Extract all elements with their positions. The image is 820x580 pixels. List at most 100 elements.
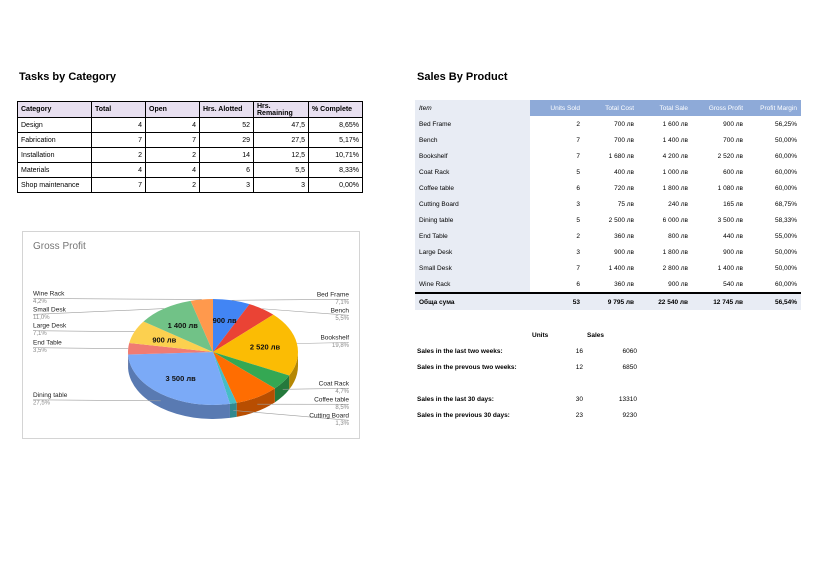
leader-line: [282, 387, 350, 390]
cell: 4: [145, 162, 200, 178]
pie-slice: [128, 352, 230, 405]
cell: 60,00%: [774, 152, 797, 160]
table-row: Design 4 4 52 47,5 8,65%: [17, 117, 363, 133]
slice-percent-label: 4,7%: [335, 389, 349, 395]
pie-slice-side: [229, 402, 237, 418]
pie-chart-svg: 900 лв 2 520 лв 3 500 лв 900 лв 1 400 лв Bed …: [32, 290, 350, 427]
slice-percent-label: 7,1%: [33, 331, 47, 337]
slice-percent-label: 27,5%: [33, 400, 51, 406]
sales-header-row: Item Units Sold Total Cost Total Sale Gr…: [415, 100, 801, 116]
cell: Design: [17, 117, 92, 133]
summary-sales: 6850: [622, 364, 637, 371]
cell: 2: [145, 177, 200, 193]
cell: 2: [576, 232, 580, 240]
summary-units: 30: [575, 396, 583, 403]
table-row: Cutting Board 3 75 лв 240 лв 165 лв 68,75%: [415, 196, 801, 212]
cell: 4: [145, 117, 200, 133]
tasks-col-hrs-remaining: Hrs. Remaining: [253, 101, 309, 118]
cell: 900 лв: [668, 280, 688, 288]
cell: 75 лв: [617, 200, 634, 208]
cell: 1 080 лв: [717, 184, 743, 192]
chart-title: Gross Profit: [33, 241, 86, 252]
tasks-table: Category Total Open Hrs. Alotted Hrs. Re…: [17, 101, 363, 193]
cell: Coat Rack: [415, 164, 530, 180]
summary-sales-header: Sales: [587, 332, 604, 339]
table-row: Bookshelf 7 1 680 лв 4 200 лв 2 520 лв 60,00%: [415, 148, 801, 164]
summary-units: 16: [575, 348, 583, 355]
cell: 53: [530, 292, 584, 310]
cell: 900 лв: [723, 248, 743, 256]
pie-slice: [190, 299, 213, 352]
table-row: Coat Rack 5 400 лв 1 000 лв 600 лв 60,00%: [415, 164, 801, 180]
summary-units: 23: [575, 412, 583, 419]
leader-line: [233, 410, 350, 421]
cell: 2: [576, 120, 580, 128]
cell: 3 500 лв: [717, 216, 743, 224]
cell: 8,33%: [308, 162, 363, 178]
sales-col-total-sale: Total Sale: [638, 100, 692, 116]
cell: Small Desk: [415, 260, 530, 276]
pie-slice-side: [128, 354, 230, 419]
table-row: Bed Frame 2 700 лв 1 600 лв 900 лв 56,25%: [415, 116, 801, 132]
cell: 2 500 лв: [608, 216, 634, 224]
cell: 1 800 лв: [662, 184, 688, 192]
tasks-col-complete: % Complete: [308, 101, 363, 118]
slice-value-label: 900 лв: [213, 316, 237, 325]
cell: 50,00%: [774, 136, 797, 144]
slice-percent-label: 4,2%: [33, 299, 47, 305]
summary-sales: 6060: [622, 348, 637, 355]
cell: 360 лв: [614, 280, 634, 288]
cell: 2: [91, 147, 146, 163]
leader-line: [296, 342, 350, 344]
cell: 700 лв: [723, 136, 743, 144]
pie-slice: [129, 321, 213, 352]
summary-sales: 9230: [622, 412, 637, 419]
tasks-col-open: Open: [145, 101, 200, 118]
cell: 5: [576, 216, 580, 224]
slice-percent-label: 5,5%: [335, 316, 349, 322]
table-row: Dining table 5 2 500 лв 6 000 лв 3 500 лв 58,…: [415, 212, 801, 228]
table-row: Large Desk 3 900 лв 1 800 лв 900 лв 50,00%: [415, 244, 801, 260]
cell: 7: [91, 177, 146, 193]
cell: 7: [576, 136, 580, 144]
cell: 7: [576, 152, 580, 160]
cell: 6: [576, 280, 580, 288]
cell: 1 680 лв: [608, 152, 634, 160]
slice-name-label: Bookshelf: [320, 335, 349, 342]
cell: Installation: [17, 147, 92, 163]
cell: 7: [576, 264, 580, 272]
cell: 2 520 лв: [717, 152, 743, 160]
cell: 5,5: [253, 162, 309, 178]
slice-percent-label: 7,1%: [335, 300, 349, 306]
slice-name-label: Cutting Board: [309, 412, 349, 419]
cell: 50,00%: [774, 264, 797, 272]
cell: 240 лв: [668, 200, 688, 208]
leader-line: [231, 298, 350, 301]
tasks-title: Tasks by Category: [19, 71, 117, 83]
cell: 165 лв: [723, 200, 743, 208]
slice-name-label: Coat Rack: [319, 380, 350, 387]
cell: 400 лв: [614, 168, 634, 176]
cell: 900 лв: [614, 248, 634, 256]
cell: 6: [199, 162, 254, 178]
cell: Fabrication: [17, 132, 92, 148]
summary-label: Sales in the last two weeks:: [417, 348, 503, 355]
leader-line: [32, 298, 202, 300]
cell: 12,5: [253, 147, 309, 163]
leader-line: [32, 399, 161, 402]
slice-name-label: Wine Rack: [33, 290, 65, 297]
table-row: Shop maintenance 7 2 3 3 0,00%: [17, 177, 363, 193]
cell: 6 000 лв: [662, 216, 688, 224]
cell: 440 лв: [723, 232, 743, 240]
sales-col-gross-profit: Gross Profit: [692, 100, 747, 116]
cell: 60,00%: [774, 168, 797, 176]
cell: 6: [576, 184, 580, 192]
summary-units-header: Units: [532, 332, 549, 339]
slice-percent-label: 19,8%: [332, 343, 350, 349]
cell: 52: [199, 117, 254, 133]
slice-name-label: Small Desk: [33, 306, 67, 313]
slice-percent-label: 11,0%: [33, 315, 50, 321]
slice-name-label: Bench: [331, 307, 350, 314]
tasks-col-category: Category: [17, 101, 92, 118]
cell: 3: [576, 248, 580, 256]
